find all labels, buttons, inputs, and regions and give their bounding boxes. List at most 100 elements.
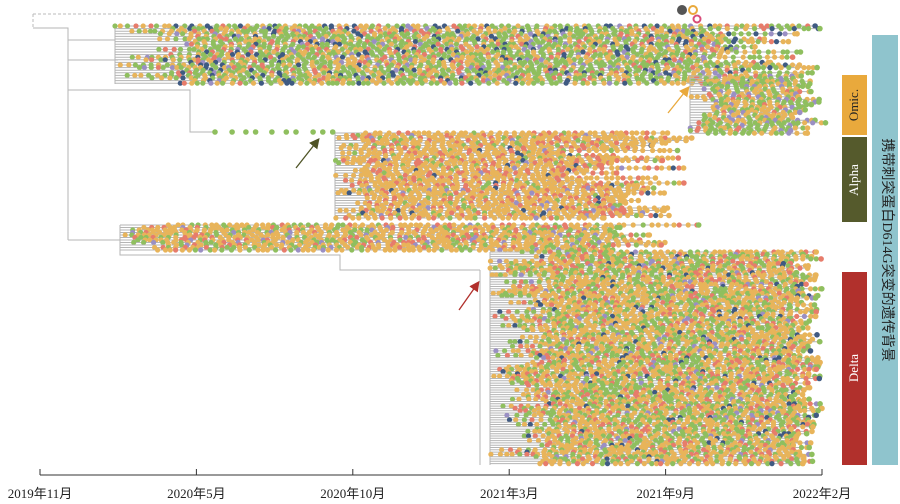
tip bbox=[343, 177, 349, 184]
tip bbox=[371, 72, 377, 78]
tip bbox=[228, 247, 235, 253]
tip bbox=[243, 80, 249, 86]
tip bbox=[785, 38, 792, 45]
tip bbox=[613, 170, 620, 176]
tip bbox=[436, 52, 442, 58]
tip bbox=[179, 247, 185, 253]
tip bbox=[617, 224, 623, 231]
tip bbox=[680, 165, 687, 171]
tip bbox=[808, 256, 814, 262]
tip bbox=[388, 41, 394, 47]
tip bbox=[675, 80, 681, 86]
tip bbox=[403, 215, 409, 221]
tip bbox=[502, 26, 508, 32]
tip bbox=[609, 175, 615, 181]
tip bbox=[357, 46, 364, 53]
tip bbox=[745, 39, 752, 45]
host-icon bbox=[688, 5, 698, 15]
tip bbox=[646, 165, 652, 171]
tip bbox=[670, 155, 676, 161]
tip bbox=[181, 80, 187, 86]
tip bbox=[599, 165, 605, 171]
clade bbox=[333, 130, 695, 221]
tip bbox=[684, 31, 690, 37]
tip bbox=[644, 130, 650, 136]
tip bbox=[571, 33, 577, 40]
tip bbox=[355, 200, 361, 206]
tip bbox=[722, 54, 728, 60]
tip bbox=[505, 215, 511, 221]
tip bbox=[742, 49, 748, 55]
tip bbox=[773, 130, 779, 136]
tip bbox=[692, 36, 698, 42]
tip bbox=[405, 162, 411, 169]
tip bbox=[685, 222, 691, 228]
tip bbox=[310, 247, 316, 253]
tip bbox=[162, 23, 168, 29]
tip bbox=[593, 147, 600, 154]
tip bbox=[740, 130, 746, 136]
tip bbox=[583, 175, 590, 181]
tip bbox=[431, 247, 437, 253]
tip bbox=[696, 120, 702, 126]
tip bbox=[446, 49, 452, 55]
tip bbox=[344, 135, 350, 141]
tip bbox=[576, 147, 582, 154]
tip bbox=[371, 39, 377, 45]
tip bbox=[157, 36, 163, 42]
tip bbox=[740, 54, 746, 60]
tip bbox=[375, 36, 381, 42]
tip bbox=[802, 107, 808, 113]
tip bbox=[262, 33, 268, 40]
tip bbox=[159, 75, 165, 81]
tip bbox=[474, 44, 480, 50]
tip bbox=[562, 33, 568, 40]
tip bbox=[343, 207, 349, 214]
tip bbox=[557, 182, 563, 189]
tip bbox=[425, 200, 431, 206]
tip bbox=[801, 26, 807, 32]
tip bbox=[659, 165, 665, 171]
tip bbox=[786, 130, 792, 136]
tip bbox=[688, 94, 695, 100]
tip bbox=[264, 247, 271, 253]
tip bbox=[768, 39, 775, 45]
tip bbox=[289, 80, 295, 86]
tip bbox=[725, 49, 731, 55]
tip bbox=[694, 94, 700, 100]
tip bbox=[663, 222, 670, 228]
tip bbox=[173, 75, 179, 81]
tip bbox=[349, 177, 355, 184]
tip bbox=[654, 165, 660, 171]
tip bbox=[538, 57, 544, 63]
tip bbox=[141, 239, 147, 246]
tip bbox=[387, 247, 393, 253]
tip bbox=[476, 80, 482, 86]
tip bbox=[674, 147, 681, 154]
tip bbox=[357, 160, 363, 166]
tip bbox=[802, 120, 808, 126]
tip bbox=[640, 222, 646, 228]
tip bbox=[350, 160, 356, 166]
tip bbox=[388, 33, 394, 40]
tip bbox=[683, 137, 689, 144]
tip bbox=[817, 25, 823, 32]
tip bbox=[767, 65, 773, 71]
tip bbox=[791, 26, 797, 32]
tip bbox=[779, 130, 785, 136]
tip bbox=[151, 239, 157, 246]
tip bbox=[237, 247, 243, 253]
tip bbox=[669, 39, 675, 45]
tip bbox=[640, 147, 646, 154]
tip bbox=[394, 23, 400, 29]
tip bbox=[132, 72, 138, 78]
tip bbox=[633, 212, 640, 219]
tip bbox=[455, 28, 461, 34]
tip bbox=[814, 64, 820, 71]
tip bbox=[798, 73, 804, 79]
tip bbox=[408, 26, 414, 32]
tip bbox=[339, 46, 345, 53]
tip bbox=[453, 41, 459, 47]
tip bbox=[643, 157, 649, 164]
tip bbox=[305, 247, 311, 253]
